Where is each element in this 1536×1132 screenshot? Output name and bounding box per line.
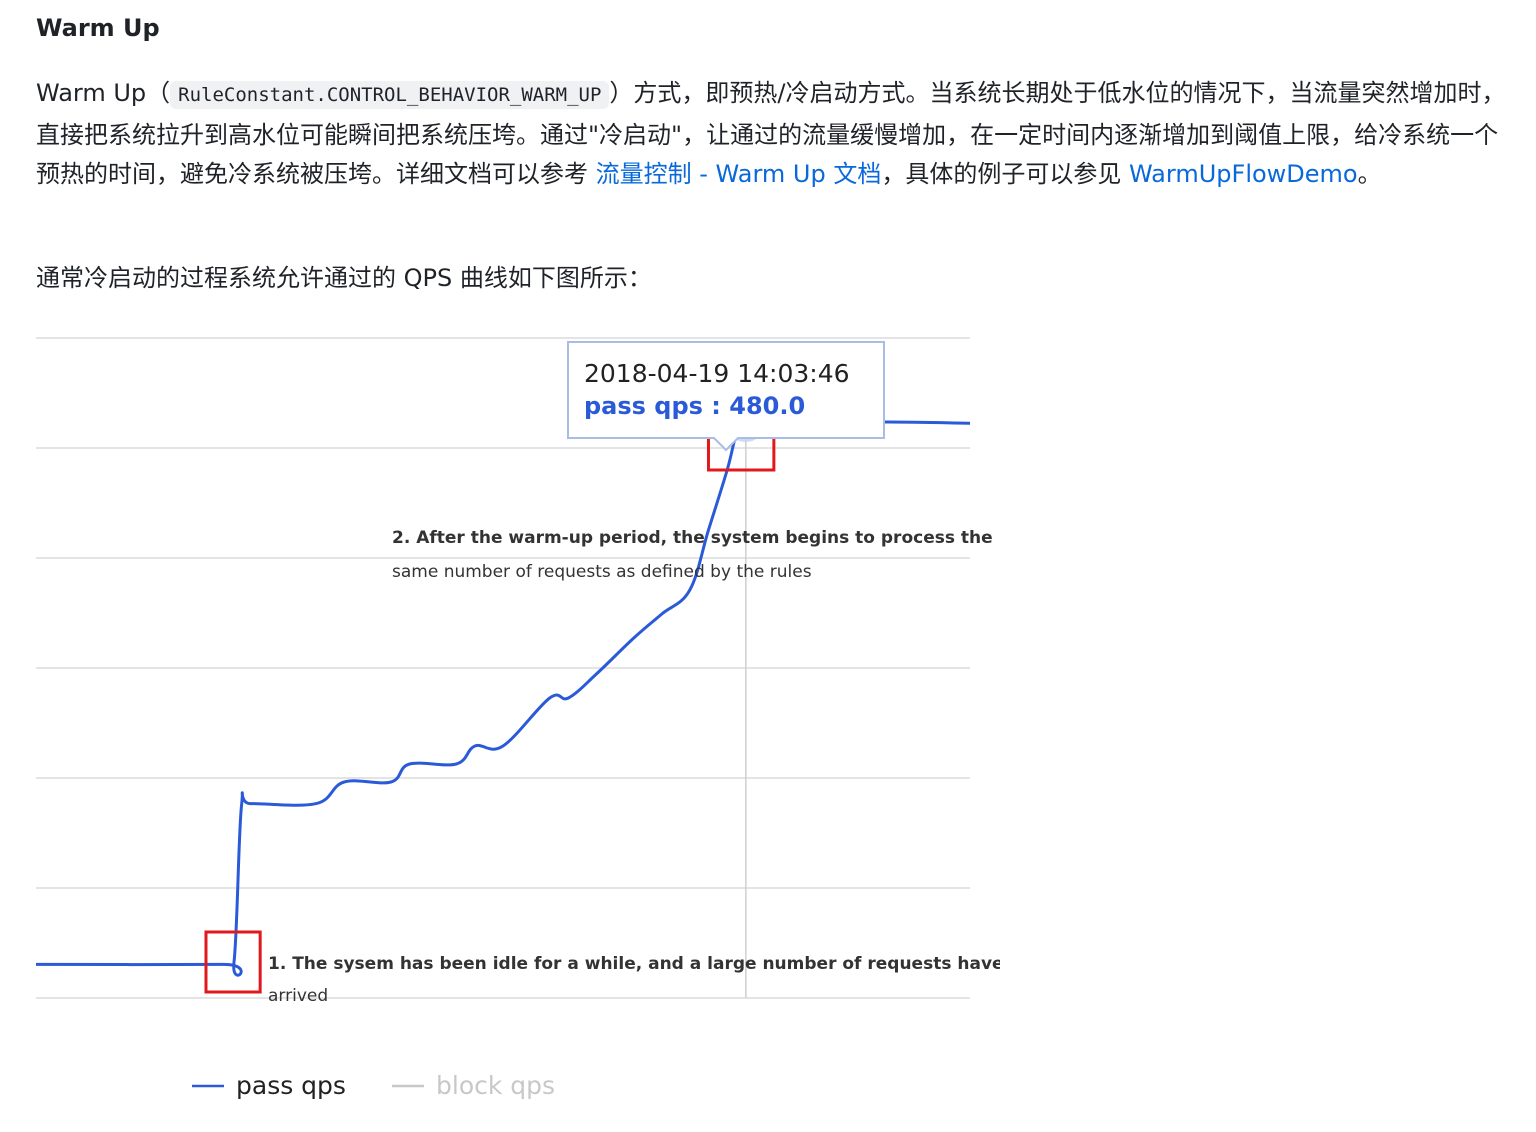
annotation-2-line-2: same number of requests as defined by th…: [392, 562, 812, 582]
intro-paragraph: Warm Up（ RuleConstant.CONTROL_BEHAVIOR_WA…: [36, 74, 1511, 195]
annotation-1-line-2: arrived: [268, 986, 328, 1006]
para-end: 。: [1357, 160, 1382, 188]
annotation-1-line-1: 1. The sysem has been idle for a while, …: [268, 954, 1000, 974]
legend-label-block-qps: block qps: [436, 1071, 555, 1100]
para-middle: ）方式，即预热/冷启动方式。当系统长期处于低水位的情况下，当流量突然增加时，直接…: [36, 79, 1506, 188]
warmup-flow-demo-link[interactable]: WarmUpFlowDemo: [1128, 160, 1358, 188]
annotation-box-2: [204, 930, 262, 994]
legend-label-pass-qps: pass qps: [236, 1071, 346, 1100]
tooltip-time: 2018-04-19 14:03:46: [584, 359, 850, 388]
series-line-pass-qps: [35, 419, 971, 977]
annotation-2-line-1: 2. After the warm-up period, the system …: [392, 528, 993, 548]
para-connector: ，具体的例子可以参见: [881, 160, 1129, 188]
tooltip-box: [567, 341, 885, 452]
qps-chart: 2. After the warm-up period, the system …: [35, 337, 1000, 1100]
section-title: Warm Up: [36, 14, 160, 42]
inline-code: RuleConstant.CONTROL_BEHAVIOR_WARM_UP: [170, 81, 610, 109]
warm-up-doc-link[interactable]: 流量控制 - Warm Up 文档: [595, 160, 882, 188]
tooltip-value: pass qps : 480.0: [584, 392, 805, 420]
chart-intro-paragraph: 通常冷启动的过程系统允许通过的 QPS 曲线如下图所示：: [36, 264, 652, 292]
para-prefix: Warm Up（: [36, 79, 171, 107]
